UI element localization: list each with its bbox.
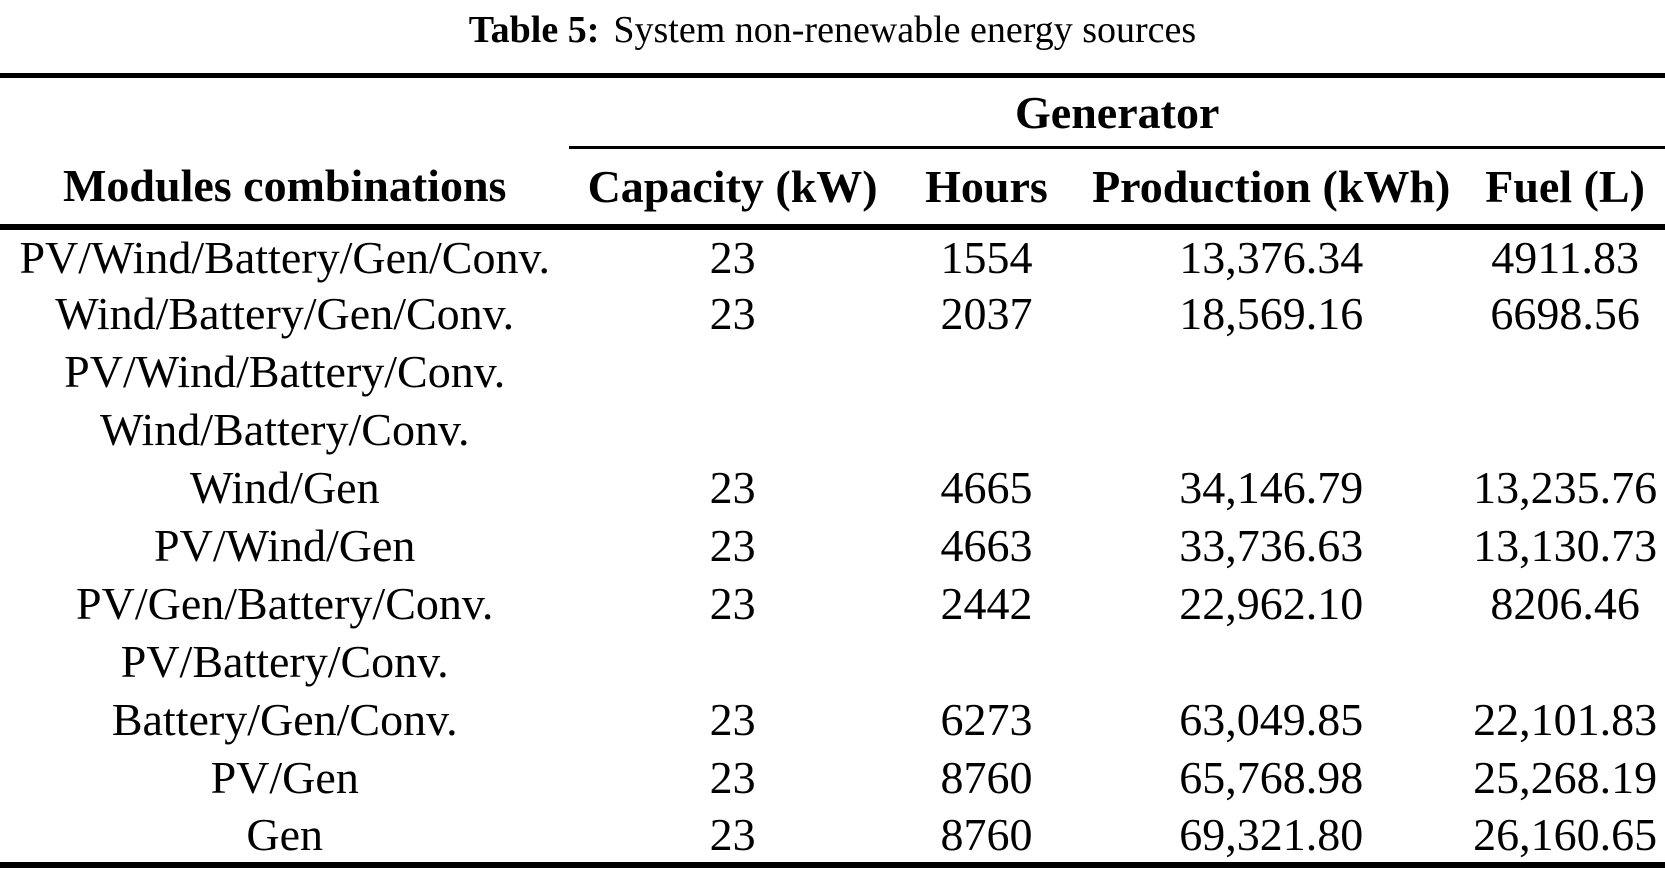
- table-body: PV/Wind/Battery/Gen/Conv. 23 1554 13,376…: [0, 227, 1665, 865]
- cell-fuel: [1465, 633, 1665, 691]
- cell-production: [1077, 343, 1465, 401]
- non-renewable-energy-table: Generator Modules combinations Capacity …: [0, 73, 1665, 868]
- cell-capacity: 23: [709, 578, 756, 629]
- cell-hours: 4665: [940, 462, 1033, 513]
- cell-hours: 6273: [940, 694, 1033, 745]
- table-head: Generator Modules combinations Capacity …: [0, 75, 1665, 230]
- cell-production: 34,146.79: [1179, 462, 1364, 513]
- table-row: Wind/Battery/Gen/Conv. 23 2037 18,569.16…: [0, 285, 1665, 343]
- table-row: PV/Wind/Battery/Gen/Conv. 23 1554 13,376…: [0, 227, 1665, 285]
- table-caption-text: System non-renewable energy sources: [613, 9, 1197, 51]
- column-header-fuel: Fuel (L): [1465, 147, 1665, 230]
- cell-hours: 8760: [940, 752, 1033, 803]
- cell-combination: Wind/Battery/Gen/Conv.: [55, 288, 515, 339]
- cell-combination: PV/Wind/Gen: [154, 520, 416, 571]
- table-row: Battery/Gen/Conv. 23 6273 63,049.85 22,1…: [0, 691, 1665, 749]
- cell-capacity: 23: [709, 231, 756, 283]
- cell-capacity: 23: [709, 752, 756, 803]
- cell-capacity: 23: [709, 462, 756, 513]
- cell-hours: [896, 401, 1077, 459]
- cell-production: 65,768.98: [1179, 752, 1364, 803]
- cell-hours: 4663: [940, 520, 1033, 571]
- cell-production: 22,962.10: [1179, 578, 1364, 629]
- column-header-capacity: Capacity (kW): [569, 147, 896, 230]
- cell-capacity: 23: [709, 520, 756, 571]
- cell-combination: PV/Gen/Battery/Conv.: [76, 578, 494, 629]
- cell-production: [1077, 401, 1465, 459]
- cell-hours: [896, 633, 1077, 691]
- cell-hours: 2037: [940, 288, 1033, 339]
- cell-combination: PV/Wind/Battery/Gen/Conv.: [19, 231, 550, 283]
- cell-fuel: 22,101.83: [1473, 694, 1658, 745]
- cell-production: 63,049.85: [1179, 694, 1364, 745]
- cell-production: [1077, 633, 1465, 691]
- cell-fuel: 25,268.19: [1473, 752, 1658, 803]
- cell-fuel: 13,235.76: [1473, 462, 1658, 513]
- table-row: PV/Wind/Battery/Conv.: [0, 343, 1665, 401]
- cell-combination: Gen: [246, 808, 324, 860]
- cell-capacity: [569, 401, 895, 459]
- table-row: Wind/Gen 23 4665 34,146.79 13,235.76: [0, 459, 1665, 517]
- cell-combination: PV/Battery/Conv.: [120, 636, 449, 687]
- cell-combination: PV/Wind/Battery/Conv.: [64, 346, 506, 397]
- table-row: PV/Gen 23 8760 65,768.98 25,268.19: [0, 749, 1665, 807]
- group-header-generator: Generator: [569, 75, 1665, 149]
- cell-production: 18,569.16: [1179, 288, 1364, 339]
- column-header-hours: Hours: [895, 147, 1078, 230]
- cell-fuel: 13,130.73: [1473, 520, 1658, 571]
- cell-combination: Wind/Battery/Conv.: [99, 404, 470, 455]
- cell-hours: [896, 343, 1077, 401]
- group-header-spacer: [0, 76, 569, 148]
- cell-fuel: [1465, 401, 1665, 459]
- cell-production: 69,321.80: [1179, 808, 1364, 860]
- cell-capacity: 23: [709, 694, 756, 745]
- cell-capacity: [569, 633, 895, 691]
- table-row: Gen 23 8760 69,321.80 26,160.65: [0, 807, 1665, 865]
- cell-fuel: [1465, 343, 1665, 401]
- table-row: Wind/Battery/Conv.: [0, 401, 1665, 459]
- column-header-row: Modules combinations Capacity (kW) Hours…: [0, 147, 1665, 230]
- cell-production: 13,376.34: [1179, 231, 1364, 283]
- column-header-modules-combinations: Modules combinations: [0, 147, 570, 230]
- column-header-production: Production (kWh): [1077, 147, 1466, 230]
- table-row: PV/Battery/Conv.: [0, 633, 1665, 691]
- cell-capacity: 23: [709, 808, 756, 860]
- cell-capacity: [569, 343, 895, 401]
- group-header-row: Generator: [0, 75, 1665, 149]
- cell-capacity: 23: [709, 288, 756, 339]
- cell-combination: PV/Gen: [210, 752, 359, 803]
- table-caption: Table 5: System non-renewable energy sour…: [0, 0, 1665, 52]
- table-row: PV/Wind/Gen 23 4663 33,736.63 13,130.73: [0, 517, 1665, 575]
- cell-fuel: 4911.83: [1491, 231, 1639, 283]
- cell-hours: 1554: [940, 231, 1033, 283]
- cell-hours: 2442: [940, 578, 1033, 629]
- cell-fuel: 8206.46: [1490, 578, 1640, 629]
- cell-production: 33,736.63: [1179, 520, 1364, 571]
- table-row: PV/Gen/Battery/Conv. 23 2442 22,962.10 8…: [0, 575, 1665, 633]
- cell-fuel: 26,160.65: [1473, 808, 1658, 860]
- cell-fuel: 6698.56: [1490, 288, 1640, 339]
- cell-combination: Battery/Gen/Conv.: [111, 694, 458, 745]
- cell-hours: 8760: [940, 808, 1033, 860]
- table-caption-label: Table 5:: [468, 9, 600, 51]
- cell-combination: Wind/Gen: [189, 462, 380, 513]
